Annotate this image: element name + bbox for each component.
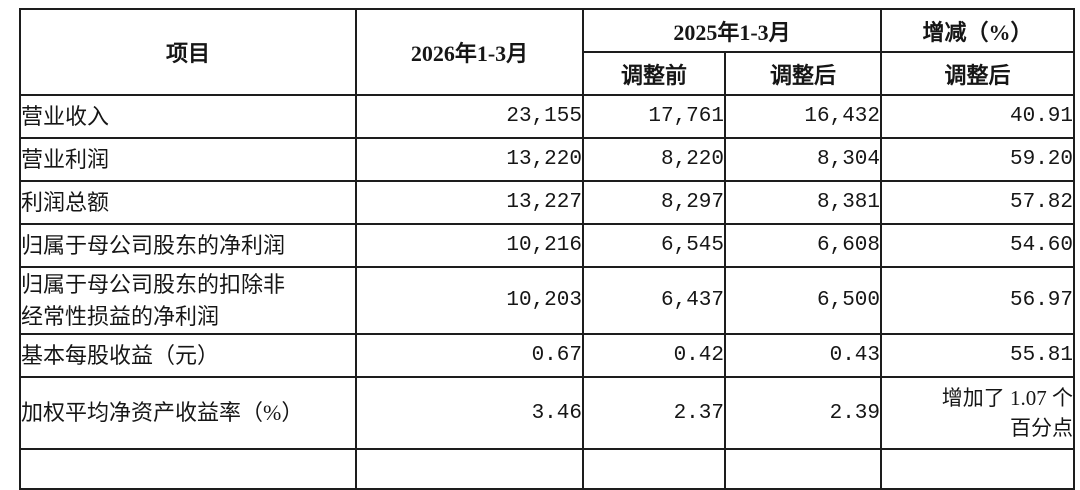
table-row-operating-revenue: 营业收入 23,155 17,761 16,432 40.91 xyxy=(19,94,1076,139)
cell-change: 59.20 xyxy=(880,137,1076,182)
table-row-partial-clipped xyxy=(19,448,1076,490)
financial-comparison-table: 项目 2026年1-3月 2025年1-3月 增减（%） 调整前 调整后 调整后… xyxy=(19,8,1076,490)
cell-2026: 23,155 xyxy=(355,94,584,139)
cell-change: 57.82 xyxy=(880,180,1076,225)
row-label: 利润总额 xyxy=(19,180,357,225)
header-item: 项目 xyxy=(19,8,357,96)
empty-cell xyxy=(880,448,1076,490)
empty-cell xyxy=(19,448,357,490)
cell-after: 0.43 xyxy=(723,333,883,378)
cell-2026: 10,216 xyxy=(355,223,584,268)
table-row-basic-eps: 基本每股收益（元） 0.67 0.42 0.43 55.81 xyxy=(19,333,1076,378)
header-row-sub: 调整前 调整后 调整后 xyxy=(20,51,1076,96)
cell-change: 56.97 xyxy=(880,266,1076,335)
cell-change: 55.81 xyxy=(880,333,1076,378)
table-row-net-profit-excl-nonrecurring: 归属于母公司股东的扣除非 经常性损益的净利润 10,203 6,437 6,50… xyxy=(19,266,1076,335)
cell-after: 6,500 xyxy=(723,266,883,335)
row-label: 营业利润 xyxy=(19,137,357,182)
row-label: 基本每股收益（元） xyxy=(19,333,357,378)
cell-after: 16,432 xyxy=(723,94,883,139)
cell-before: 2.37 xyxy=(582,376,726,450)
cell-before: 6,545 xyxy=(582,223,726,268)
cell-2026: 13,227 xyxy=(355,180,584,225)
row-label: 归属于母公司股东的扣除非 经常性损益的净利润 xyxy=(19,266,357,335)
header-row-top: 项目 2026年1-3月 2025年1-3月 增减（%） xyxy=(19,8,1076,96)
table-row-operating-profit: 营业利润 13,220 8,220 8,304 59.20 xyxy=(19,137,1076,182)
cell-before: 6,437 xyxy=(582,266,726,335)
table-row-weighted-avg-roe: 加权平均净资产收益率（%） 3.46 2.37 2.39 增加了 1.07 个 … xyxy=(19,376,1076,450)
cell-before: 8,297 xyxy=(582,180,726,225)
cell-2026: 13,220 xyxy=(355,137,584,182)
cell-after: 8,381 xyxy=(723,180,883,225)
table-row-total-profit: 利润总额 13,227 8,297 8,381 57.82 xyxy=(19,180,1076,225)
row-label: 加权平均净资产收益率（%） xyxy=(19,376,357,450)
cell-change: 增加了 1.07 个 百分点 xyxy=(880,376,1076,450)
cell-change: 40.91 xyxy=(880,94,1076,139)
cell-2026: 10,203 xyxy=(355,266,584,335)
table-row-net-profit-parent: 归属于母公司股东的净利润 10,216 6,545 6,608 54.60 xyxy=(19,223,1076,268)
row-label: 归属于母公司股东的净利润 xyxy=(19,223,357,268)
cell-2026: 3.46 xyxy=(355,376,584,450)
cell-before: 0.42 xyxy=(582,333,726,378)
cell-2026: 0.67 xyxy=(355,333,584,378)
cell-before: 17,761 xyxy=(582,94,726,139)
cell-after: 8,304 xyxy=(723,137,883,182)
cell-before: 8,220 xyxy=(582,137,726,182)
empty-cell xyxy=(582,448,726,490)
header-period-2025: 2025年1-3月 xyxy=(581,8,883,53)
header-change-group: 增减（%） xyxy=(880,8,1076,53)
header-before-adjustment: 调整前 xyxy=(582,51,726,96)
cell-after: 2.39 xyxy=(723,376,883,450)
results-table: 项目 2026年1-3月 2025年1-3月 增减（%） 调整前 调整后 调整后… xyxy=(19,8,1076,490)
empty-cell xyxy=(723,448,883,490)
cell-change: 54.60 xyxy=(880,223,1076,268)
header-change-after-adjustment: 调整后 xyxy=(880,51,1076,96)
empty-cell xyxy=(355,448,584,490)
row-label: 营业收入 xyxy=(19,94,357,139)
header-period-2026: 2026年1-3月 xyxy=(355,8,584,96)
header-after-adjustment: 调整后 xyxy=(723,51,883,96)
cell-after: 6,608 xyxy=(723,223,883,268)
